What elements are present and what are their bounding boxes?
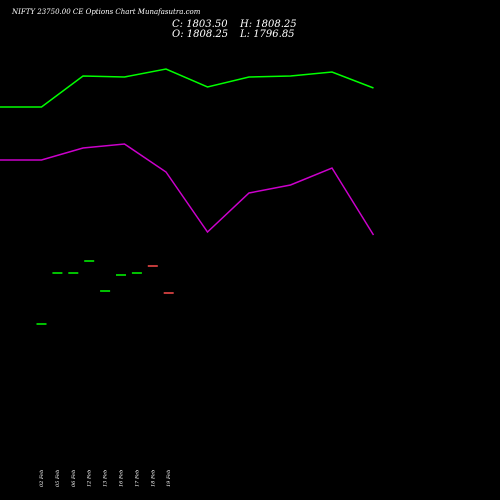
open-value: O: 1808.25 xyxy=(172,29,229,40)
low-value: L: 1796.85 xyxy=(240,29,295,40)
series-line-1 xyxy=(0,68,374,108)
x-axis: 02 Feb 05 Feb 06 Feb 12 Feb 13 Feb 16 Feb 17 F… xyxy=(39,470,172,487)
x-tick-label: 18 Feb xyxy=(150,470,156,487)
x-tick-label: 12 Feb xyxy=(87,470,93,487)
candle-layer xyxy=(36,260,174,325)
x-tick-label: 06 Feb xyxy=(71,470,77,487)
x-tick-label: 19 Feb xyxy=(166,470,172,487)
close-value: C: 1803.50 xyxy=(172,19,228,30)
x-tick-label: 16 Feb xyxy=(119,470,125,487)
x-tick-label: 02 Feb xyxy=(39,470,45,487)
chart-title: NIFTY 23750.00 CE Options Chart Munafasu… xyxy=(12,8,201,16)
high-value: H: 1808.25 xyxy=(240,19,297,30)
x-tick-label: 05 Feb xyxy=(55,470,61,487)
x-tick-label: 17 Feb xyxy=(134,470,140,487)
x-tick-label: 13 Feb xyxy=(103,470,109,487)
series-layer xyxy=(0,68,375,236)
series-line-2 xyxy=(0,143,375,236)
